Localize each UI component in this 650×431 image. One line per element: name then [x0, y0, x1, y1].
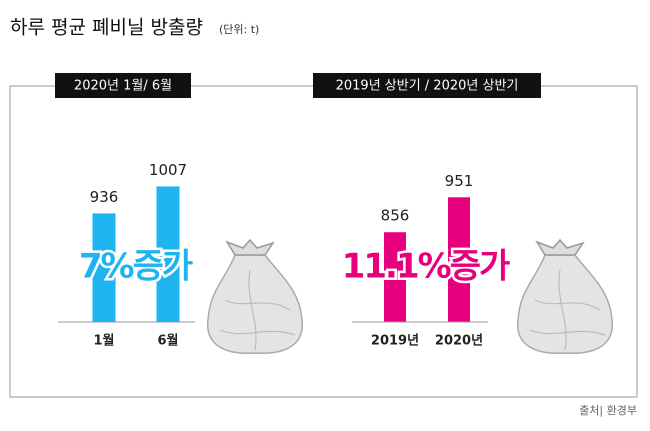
bag-icon	[517, 238, 613, 354]
value-label: 1007	[149, 161, 187, 179]
chart-title-box	[313, 73, 541, 98]
chart-title-box	[55, 73, 191, 98]
bar	[448, 197, 470, 322]
chart-title: 2020년 1월/ 6월	[74, 79, 172, 94]
annotation: 11.1%증가	[342, 247, 510, 287]
x-tick-label: 1월	[93, 333, 114, 349]
x-tick-label: 2020년	[435, 334, 483, 349]
annotation: 7%증가	[79, 247, 193, 287]
x-tick-label: 6월	[157, 333, 178, 349]
bar	[156, 186, 180, 322]
bag-icon	[207, 238, 303, 354]
bar	[92, 213, 116, 322]
source: 출처| 환경부	[579, 404, 637, 417]
bar	[384, 232, 406, 322]
chart-title: 2019년 상반기 / 2020년 상반기	[336, 79, 519, 94]
unit: (단위: t)	[219, 23, 259, 36]
value-label: 856	[381, 207, 410, 225]
value-label: 951	[445, 172, 474, 190]
page-title: 하루 평균 폐비닐 방출량	[10, 17, 203, 39]
value-label: 936	[90, 188, 119, 206]
x-tick-label: 2019년	[371, 334, 419, 349]
